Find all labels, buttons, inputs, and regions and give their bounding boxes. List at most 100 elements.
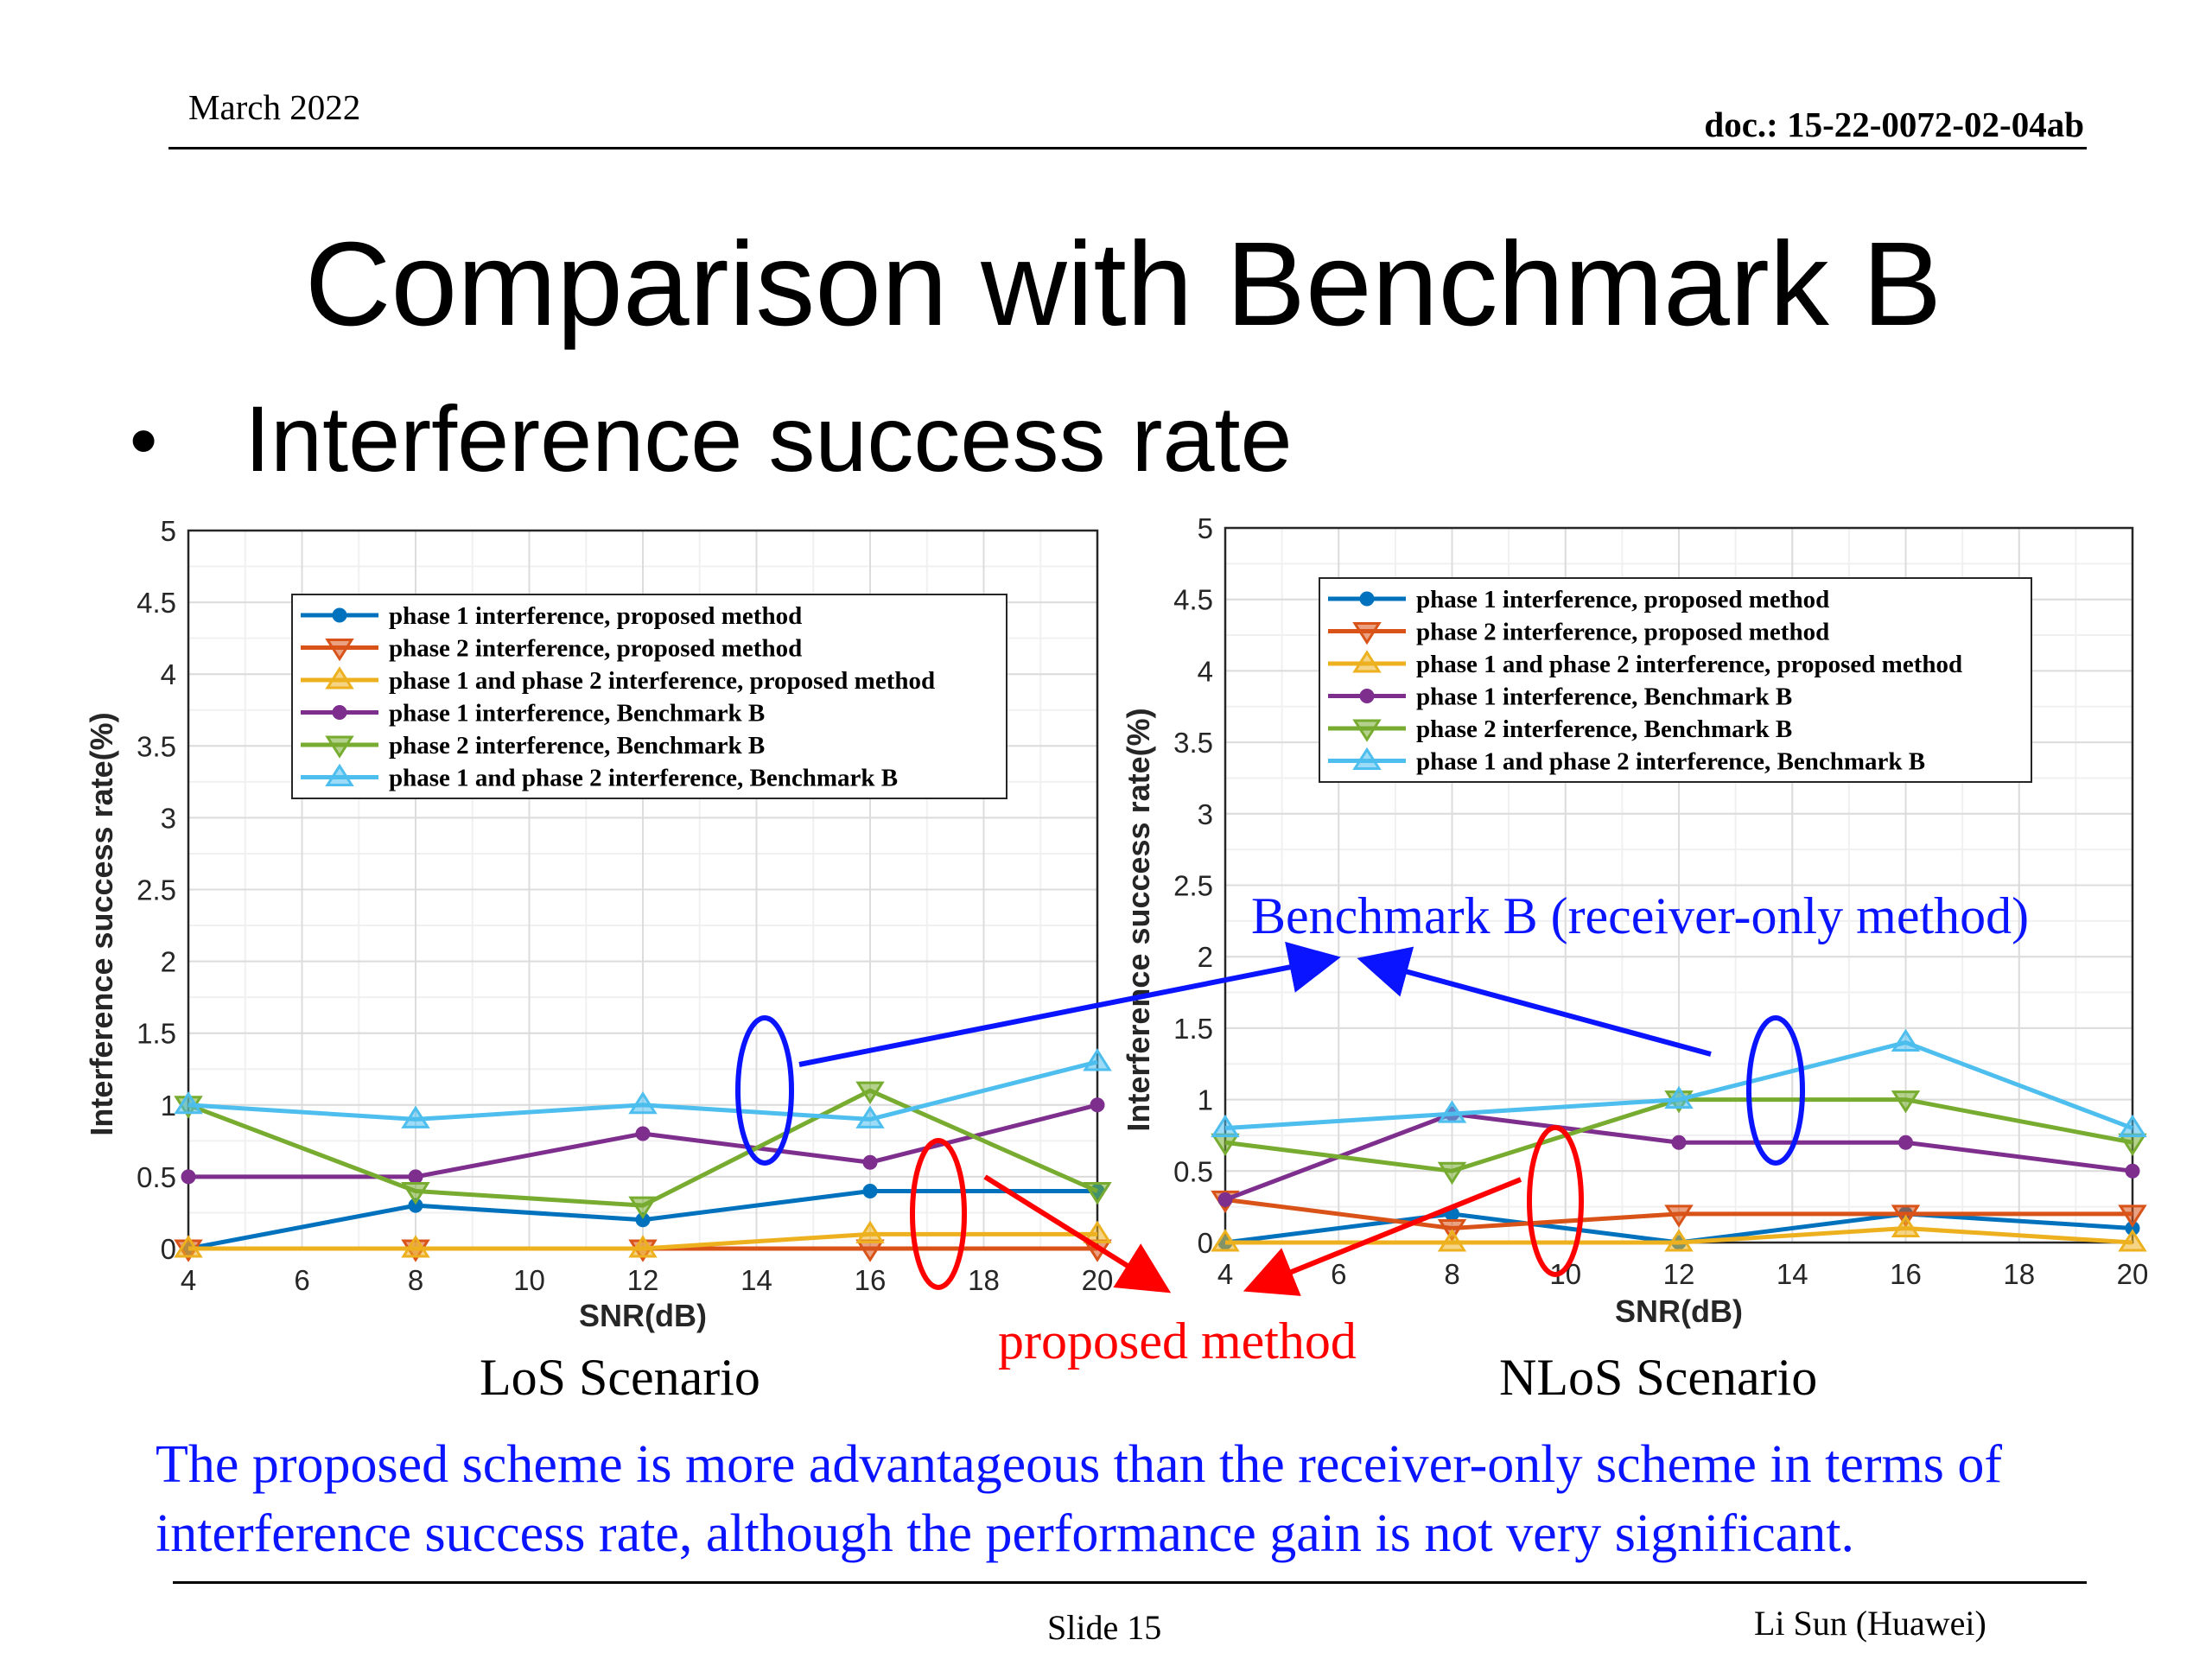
caption-los: LoS Scenario	[480, 1349, 760, 1406]
x-tick-label: 8	[408, 1264, 423, 1296]
data-point	[862, 1154, 878, 1170]
legend-box	[291, 594, 1007, 799]
data-point	[635, 1126, 651, 1141]
benchmark-highlight-nlos	[1746, 1015, 1805, 1166]
x-tick-label: 20	[2117, 1258, 2149, 1290]
data-point	[1664, 1085, 1694, 1109]
legend-marker	[1352, 719, 1382, 742]
x-tick-label: 14	[1777, 1258, 1808, 1290]
data-point	[1891, 1214, 1921, 1237]
caption-nlos: NLoS Scenario	[1499, 1349, 1818, 1406]
y-tick-label: 1	[161, 1090, 176, 1122]
data-point	[2118, 1114, 2147, 1138]
x-axis-label: SNR(dB)	[1615, 1294, 1743, 1329]
data-point	[1083, 1048, 1112, 1071]
legend-entry: phase 1 and phase 2 interference, propos…	[1416, 651, 1962, 678]
proposed-arrow-los	[983, 1174, 1172, 1294]
footer-rule	[173, 1581, 2087, 1584]
bullet-text: Interference success rate	[245, 386, 1293, 491]
y-tick-label: 1.5	[137, 1018, 176, 1050]
x-tick-label: 18	[2003, 1258, 2035, 1290]
y-tick-label: 0	[161, 1233, 176, 1265]
y-tick-label: 4.5	[1173, 584, 1213, 616]
data-point	[174, 1235, 203, 1258]
data-point	[1664, 1229, 1694, 1252]
proposed-highlight-nlos	[1527, 1125, 1584, 1277]
legend-entry: phase 2 interference, proposed method	[1416, 619, 1829, 646]
y-tick-label: 0.5	[1173, 1155, 1213, 1187]
conclusion-text: The proposed scheme is more advantageous…	[156, 1435, 2003, 1563]
data-point	[401, 1235, 430, 1258]
legend-entry: phase 1 and phase 2 interference, Benchm…	[389, 765, 898, 792]
data-point	[1437, 1161, 1467, 1185]
legend-marker	[332, 607, 347, 623]
data-point	[1083, 1182, 1112, 1205]
data-point	[855, 1081, 885, 1104]
data-point	[855, 1105, 885, 1128]
legend-marker	[325, 666, 354, 690]
x-tick-label: 14	[741, 1264, 772, 1296]
x-tick-label: 20	[1082, 1264, 1114, 1296]
slide-title: Comparison with Benchmark B	[304, 218, 1942, 351]
data-point	[1083, 1220, 1112, 1243]
y-tick-label: 4.5	[137, 587, 176, 619]
legend-entry: phase 1 interference, proposed method	[389, 602, 802, 630]
data-point	[1891, 1090, 1921, 1114]
legend-marker	[325, 763, 354, 786]
legend-entry: phase 1 interference, Benchmark B	[1416, 683, 1792, 711]
header-date: March 2022	[188, 87, 361, 127]
x-tick-label: 6	[294, 1264, 309, 1296]
y-tick-label: 3	[1198, 798, 1213, 830]
x-tick-label: 18	[968, 1264, 1000, 1296]
legend-marker	[1352, 622, 1382, 645]
header-doc-id: doc.: 15-22-0072-02-04ab	[1704, 105, 2084, 144]
y-tick-label: 4	[161, 658, 176, 690]
proposed-arrow-nlos	[1243, 1177, 1522, 1296]
data-point	[2125, 1163, 2140, 1179]
data-point	[1211, 1114, 1240, 1138]
data-point	[181, 1169, 196, 1185]
x-tick-label: 4	[1217, 1258, 1233, 1290]
data-point	[628, 1196, 658, 1219]
data-point	[1090, 1097, 1105, 1113]
data-point	[628, 1091, 658, 1115]
data-point	[1437, 1229, 1467, 1252]
data-point	[1437, 1100, 1467, 1123]
legend-marker	[1352, 747, 1382, 770]
data-point	[2118, 1229, 2147, 1252]
benchmark-highlight-los	[735, 1015, 794, 1166]
benchmark-label: Benchmark B (receiver-only method)	[1251, 887, 2029, 944]
x-tick-label: 12	[627, 1264, 659, 1296]
y-tick-label: 0.5	[137, 1161, 176, 1193]
data-point	[1211, 1229, 1240, 1252]
y-tick-label: 0	[1198, 1227, 1213, 1259]
proposed-label: proposed method	[998, 1313, 1357, 1370]
x-tick-label: 8	[1444, 1258, 1459, 1290]
benchmark-arrow-los	[798, 941, 1341, 1067]
legend-entry: phase 2 interference, proposed method	[389, 635, 802, 663]
y-axis-label: Interference success rate(%)	[1121, 708, 1156, 1131]
data-point	[174, 1091, 203, 1115]
author: Li Sun (Huawei)	[1754, 1604, 1986, 1643]
data-point	[628, 1235, 658, 1258]
legend-entry: phase 1 and phase 2 interference, Benchm…	[1416, 748, 1925, 776]
data-point	[1671, 1135, 1687, 1150]
legend-marker	[1359, 689, 1375, 703]
data-point	[401, 1105, 430, 1128]
data-point	[408, 1169, 423, 1185]
data-point	[1217, 1192, 1233, 1207]
y-tick-label: 3.5	[1173, 727, 1213, 759]
x-axis-label: SNR(dB)	[579, 1298, 707, 1333]
y-tick-label: 3.5	[137, 730, 176, 762]
legend-entry: phase 1 interference, proposed method	[1416, 586, 1829, 613]
slide-number: Slide 15	[1047, 1608, 1162, 1647]
legend-entry: phase 1 and phase 2 interference, propos…	[389, 667, 935, 695]
data-point	[401, 1182, 430, 1205]
bullet-marker: •	[130, 397, 158, 485]
x-tick-label: 10	[513, 1264, 545, 1296]
y-tick-label: 1.5	[1173, 1013, 1213, 1045]
proposed-highlight-los	[910, 1138, 967, 1290]
x-tick-label: 12	[1663, 1258, 1695, 1290]
y-tick-label: 5	[161, 515, 176, 547]
data-point	[862, 1184, 878, 1199]
